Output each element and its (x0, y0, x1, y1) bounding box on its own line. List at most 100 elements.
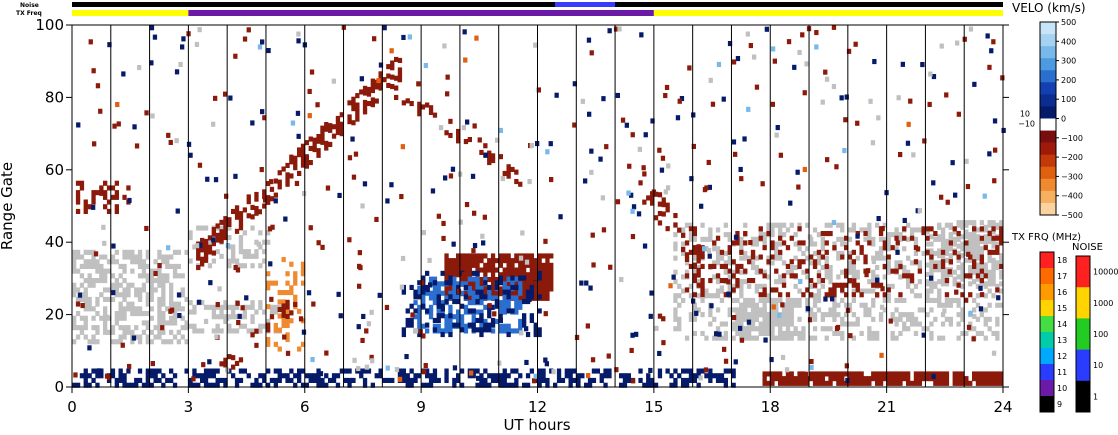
echo-cell (805, 246, 810, 252)
echo-cell (355, 102, 360, 108)
echo-cell (374, 216, 379, 222)
echo-cell (444, 258, 449, 264)
echo-cell (176, 273, 181, 279)
echo-cell (149, 382, 154, 388)
echo-cell (467, 295, 472, 301)
echo-cell (498, 258, 503, 264)
echo-cell (733, 151, 738, 157)
echo-cell (83, 204, 88, 210)
echo-cell (184, 325, 189, 331)
echo-cell (366, 101, 372, 107)
echo-cell (219, 314, 224, 320)
echo-cell (527, 179, 532, 185)
echo-cell (758, 268, 763, 274)
echo-cell (211, 250, 216, 256)
echo-cell (747, 297, 752, 303)
echo-cell (79, 325, 85, 331)
echo-cell (130, 339, 135, 345)
echo-cell (995, 376, 1000, 382)
echo-cell (537, 291, 542, 297)
echo-cell (844, 241, 849, 247)
echo-cell (114, 249, 119, 255)
echo-cell (677, 316, 682, 322)
echo-cell (778, 376, 783, 382)
echo-cell (188, 382, 193, 388)
echo-cell (871, 269, 876, 275)
echo-cell (855, 120, 860, 126)
echo-cell (762, 321, 767, 327)
echo-cell (370, 358, 375, 364)
echo-cell (238, 211, 244, 217)
echo-cell (103, 325, 108, 331)
echo-cell (960, 224, 965, 230)
echo-cell (196, 255, 201, 261)
echo-cell (944, 302, 950, 308)
echo-cell (700, 236, 705, 242)
echo-cell (506, 276, 511, 282)
velocity-colorbar-swatch (1040, 70, 1056, 83)
velocity-colorbar-label: −400 (1061, 192, 1083, 201)
echo-cell (467, 281, 472, 287)
echo-cell (498, 323, 503, 329)
y-tick-label: 60 (45, 161, 64, 179)
echo-cell (706, 247, 712, 253)
echo-cell (297, 308, 302, 314)
echo-cell (351, 106, 356, 112)
echo-cell (844, 363, 849, 369)
echo-cell (823, 69, 828, 75)
echo-cell (983, 281, 988, 287)
echo-cell (863, 380, 868, 386)
echo-cell (494, 295, 500, 301)
echo-cell (847, 302, 853, 308)
echo-cell (735, 278, 740, 284)
echo-cell (242, 249, 247, 255)
echo-cell (657, 211, 663, 217)
echo-cell (766, 326, 771, 332)
echo-cell (409, 101, 414, 107)
echo-cell (506, 258, 511, 264)
echo-cell (774, 250, 779, 256)
echo-cell (770, 321, 775, 327)
echo-cell (192, 323, 197, 329)
txfreq-colorbar-swatch (1040, 268, 1054, 285)
echo-cell (940, 302, 946, 308)
echo-cell (867, 288, 872, 294)
echo-cell (840, 287, 845, 293)
echo-cell (401, 100, 406, 106)
echo-cell (483, 382, 488, 388)
x-axis-title: UT hours (503, 416, 570, 434)
echo-cell (762, 380, 767, 386)
echo-cell (747, 283, 752, 289)
echo-cell (456, 295, 461, 301)
echo-cell (937, 335, 942, 341)
echo-cell (289, 261, 294, 267)
echo-cell (214, 334, 219, 340)
echo-cell (871, 335, 876, 341)
echo-cell (522, 291, 527, 297)
echo-cell (766, 297, 771, 303)
echo-cell (906, 269, 911, 275)
echo-cell (347, 100, 352, 106)
echo-cell (766, 330, 771, 336)
echo-cell (533, 322, 538, 328)
noise-strip (72, 2, 1003, 7)
echo-cell (754, 316, 759, 322)
echo-cell (425, 308, 430, 314)
echo-cell (816, 307, 822, 313)
echo-cell (106, 259, 112, 265)
echo-cell (824, 240, 829, 246)
echo-cell (444, 323, 449, 329)
echo-cell (995, 371, 1000, 377)
echo-cell (960, 243, 965, 249)
hour-lines (110, 25, 965, 387)
echo-cell (514, 179, 519, 185)
echo-cell (471, 276, 476, 282)
echo-cell (913, 321, 919, 327)
echo-cell (665, 185, 671, 191)
echo-cell (223, 230, 228, 236)
echo-cell (995, 224, 1000, 230)
echo-cell (161, 278, 166, 284)
echo-cell (285, 162, 290, 168)
echo-cell (191, 376, 196, 382)
